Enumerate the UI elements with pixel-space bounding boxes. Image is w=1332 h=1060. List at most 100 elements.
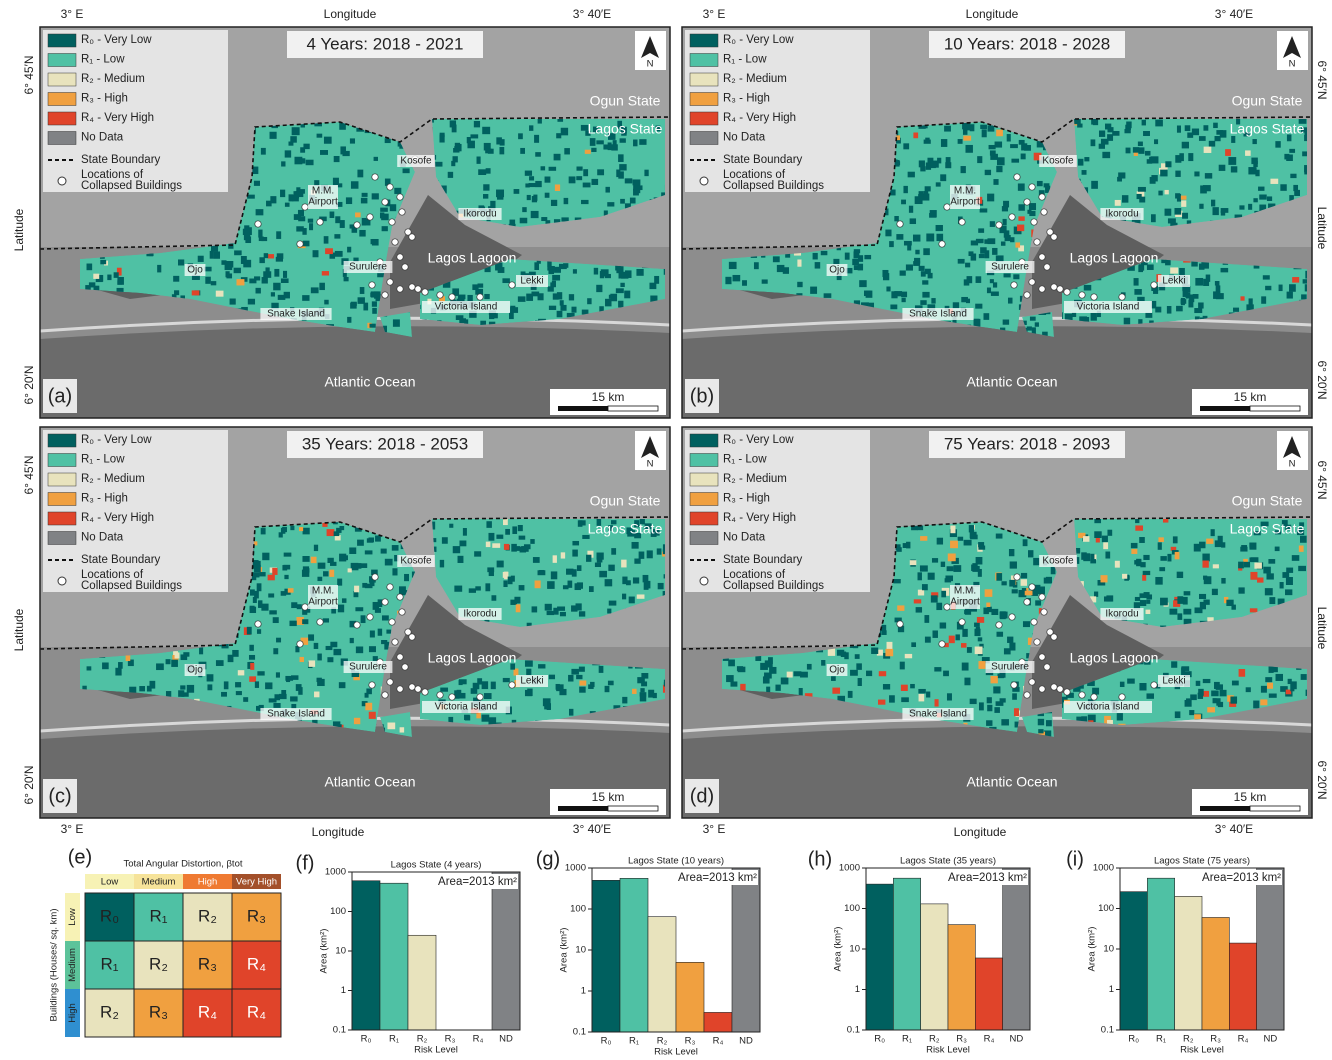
risk-cell	[937, 538, 943, 545]
risk-cell	[1185, 125, 1191, 131]
risk-cell	[1182, 213, 1188, 219]
risk-cell	[518, 525, 523, 531]
risk-cell	[579, 611, 585, 616]
risk-cell	[970, 535, 978, 540]
risk-cell	[1038, 729, 1043, 733]
risk-cell	[359, 230, 365, 237]
risk-cell	[918, 590, 924, 596]
risk-cell	[235, 682, 241, 687]
risk-cell	[1030, 317, 1036, 321]
legend-swatch	[690, 434, 718, 447]
risk-cell	[492, 543, 500, 548]
risk-cell	[358, 297, 365, 304]
risk-cell	[670, 531, 676, 536]
risk-cell	[257, 583, 262, 591]
risk-cell	[1279, 285, 1283, 292]
legend-swatch	[690, 54, 718, 67]
risk-cell	[474, 121, 480, 127]
risk-cell	[297, 604, 302, 609]
collapsed-building	[409, 284, 415, 290]
risk-cell	[139, 686, 145, 691]
collapsed-building	[397, 686, 403, 692]
risk-cell	[435, 162, 442, 167]
risk-cell	[1232, 681, 1239, 686]
risk-cell	[579, 687, 585, 693]
risk-cell	[355, 212, 361, 217]
risk-cell	[115, 668, 121, 676]
risk-cell	[1135, 525, 1143, 530]
x-axis-label: Risk Level	[414, 1045, 458, 1056]
x-tick-label: ND	[1009, 1034, 1023, 1045]
risk-cell	[474, 551, 481, 556]
risk-cell	[467, 295, 472, 301]
risk-cell	[978, 637, 982, 641]
risk-cell	[455, 143, 460, 149]
risk-cell	[622, 594, 626, 600]
risk-cell	[563, 585, 569, 589]
risk-cell	[586, 555, 591, 562]
collapsed-building	[509, 682, 515, 688]
x-tick-label: R₄	[1238, 1034, 1249, 1045]
risk-cell	[344, 277, 349, 281]
risk-cell	[619, 164, 626, 170]
y-axis-label: Area (km²)	[833, 927, 844, 972]
risk-cell	[1143, 555, 1149, 560]
risk-cell	[302, 619, 308, 624]
legend-swatch	[690, 34, 718, 47]
risk-cell	[403, 168, 410, 173]
chart-title: Lagos State (75 years)	[1154, 856, 1250, 867]
risk-cell	[334, 234, 340, 238]
risk-cell	[919, 694, 925, 701]
risk-cell	[256, 209, 264, 215]
risk-cell	[878, 700, 885, 705]
risk-cell	[618, 154, 624, 162]
risk-cell	[613, 140, 617, 147]
lat-label: 6° 45′N	[22, 455, 36, 494]
risk-cell	[632, 542, 639, 549]
place-label: Lagos Lagoon	[428, 650, 517, 666]
risk-cell	[918, 689, 925, 694]
risk-cell	[1137, 297, 1144, 301]
risk-cell	[922, 584, 928, 590]
risk-cell	[1269, 694, 1277, 698]
risk-cell	[1092, 688, 1099, 695]
risk-cell	[361, 615, 366, 623]
risk-cell	[640, 692, 647, 696]
risk-cell	[322, 271, 329, 275]
risk-cell	[1146, 600, 1150, 604]
risk-cell	[289, 621, 296, 626]
risk-cell	[974, 319, 979, 326]
risk-cell	[1189, 294, 1194, 302]
legend-label: State Boundary	[723, 154, 803, 166]
lat-label: Latitude	[12, 208, 26, 251]
collapsed-building	[1034, 239, 1040, 245]
risk-cell	[777, 265, 785, 272]
risk-cell	[1175, 552, 1180, 559]
risk-cell	[236, 691, 242, 695]
risk-cell	[1261, 296, 1266, 303]
place-label: Airport	[308, 597, 338, 608]
risk-cell	[250, 589, 255, 595]
risk-cell	[979, 254, 985, 258]
risk-cell	[340, 220, 345, 228]
legend-label: State Boundary	[81, 154, 161, 166]
bar	[1147, 878, 1174, 1030]
bar	[921, 904, 948, 1030]
risk-cell	[887, 642, 893, 649]
risk-cell	[486, 521, 491, 528]
risk-cell	[1037, 181, 1043, 186]
risk-cell	[922, 280, 928, 284]
place-label: Snake Island	[267, 309, 325, 320]
risk-cell	[1230, 696, 1237, 703]
risk-cell	[900, 662, 905, 670]
risk-cell	[100, 260, 106, 264]
risk-cell	[250, 607, 256, 613]
risk-cell	[600, 271, 604, 278]
risk-cell	[987, 194, 994, 202]
risk-cell	[658, 583, 664, 589]
risk-cell	[1160, 598, 1168, 606]
risk-cell	[560, 305, 566, 311]
risk-cell	[534, 135, 539, 143]
risk-cell	[261, 604, 268, 611]
risk-cell	[858, 678, 862, 686]
